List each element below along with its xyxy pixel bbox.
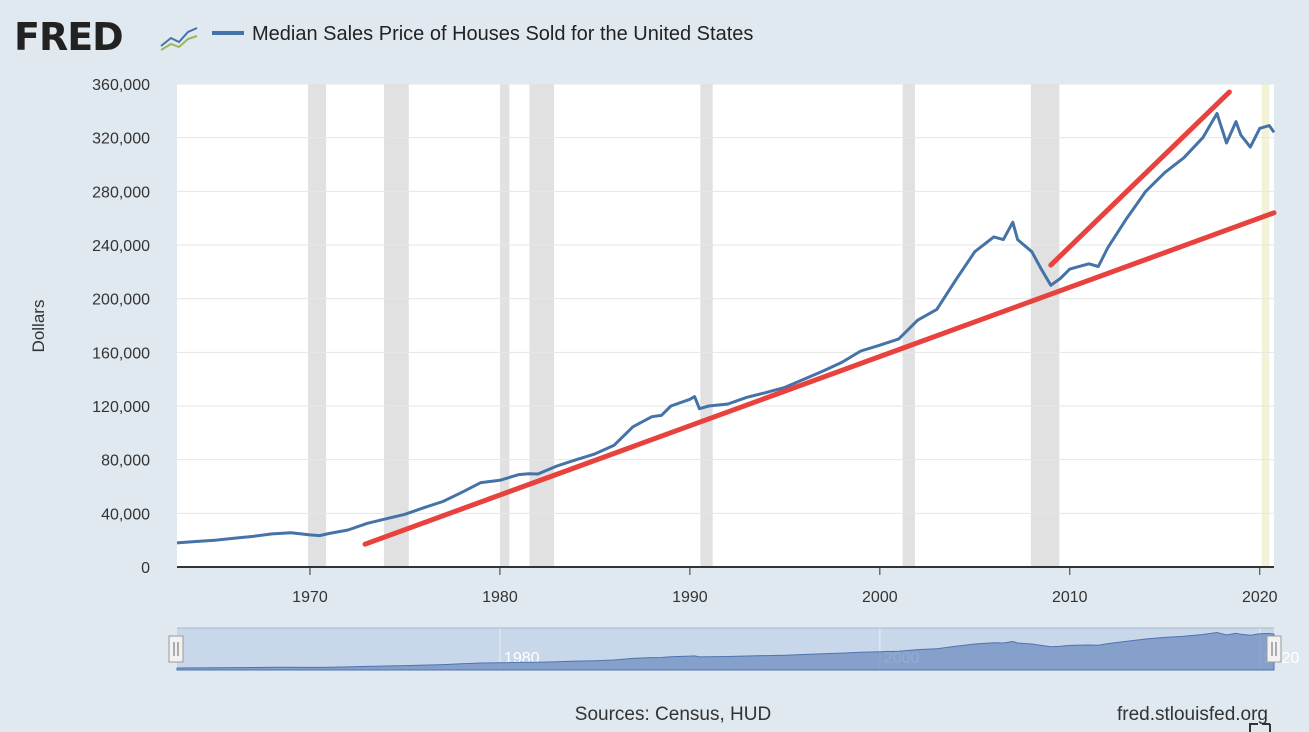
recession-band-2: [384, 84, 409, 567]
series-line[interactable]: [176, 112, 1276, 545]
fred-logo[interactable]: FRED: [14, 15, 124, 59]
y-tick-label-240000: 240,000: [92, 238, 150, 255]
y-tick-label-80000: 80,000: [101, 453, 150, 470]
recession-band-5: [700, 84, 713, 567]
y-tick-label-320000: 320,000: [92, 131, 150, 148]
x-axis-ticks: 1970 1980 1990 2000 2010 2020: [292, 567, 1278, 606]
navigator-series: [176, 631, 1275, 671]
x-tick-label-2020: 2020: [1242, 589, 1278, 606]
y-tick-label-280000: 280,000: [92, 184, 150, 201]
recession-band-7: [1030, 84, 1060, 567]
series-title[interactable]: Median Sales Price of Houses Sold for th…: [252, 23, 753, 45]
x-tick-label-1980: 1980: [482, 589, 518, 606]
y-axis-label: Dollars: [29, 300, 48, 353]
x-tick-label-2000: 2000: [862, 589, 898, 606]
recession-band-1: [308, 84, 327, 567]
recession-band-6: [902, 84, 915, 567]
recession-shading: [308, 84, 1270, 567]
site-link[interactable]: fred.stlouisfed.org: [1117, 704, 1268, 725]
y-tick-label-40000: 40,000: [101, 506, 150, 523]
fullscreen-icon[interactable]: [1249, 723, 1271, 732]
y-tick-label-200000: 200,000: [92, 292, 150, 309]
fred-graph-icon: [160, 27, 198, 51]
navigator-right-handle[interactable]: [1266, 635, 1282, 663]
navigator-left-handle[interactable]: [168, 635, 184, 663]
x-tick-label-2010: 2010: [1052, 589, 1088, 606]
y-tick-label-160000: 160,000: [92, 345, 150, 362]
plot-background: [177, 84, 1274, 567]
trendline-annotations: [362, 89, 1277, 547]
recession-band-8: [1261, 84, 1270, 567]
trend-line-1: [362, 210, 1277, 547]
y-axis-ticks: 0 40,000 80,000 120,000 160,000 200,000 240,00…: [92, 77, 150, 577]
trend-line-2: [1048, 89, 1232, 268]
y-tick-label-120000: 120,000: [92, 399, 150, 416]
x-tick-label-1970: 1970: [292, 589, 328, 606]
sources-text: Sources: Census, HUD: [575, 704, 771, 725]
recession-band-4: [529, 84, 555, 567]
recession-band-3: [499, 84, 510, 567]
x-tick-label-1990: 1990: [672, 589, 708, 606]
y-tick-label-360000: 360,000: [92, 77, 150, 94]
y-tick-label-0: 0: [141, 560, 150, 577]
